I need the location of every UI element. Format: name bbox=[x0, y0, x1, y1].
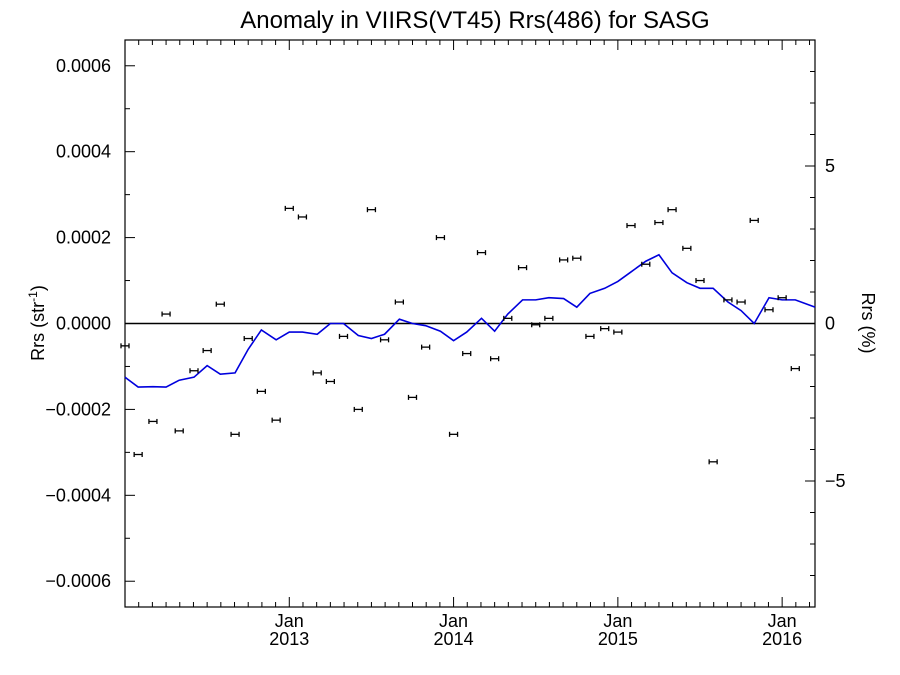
data-point bbox=[394, 299, 405, 305]
data-point bbox=[148, 418, 158, 424]
data-point bbox=[189, 368, 199, 374]
right-y-axis: 5 0 −5 bbox=[805, 71, 846, 576]
data-point bbox=[271, 417, 281, 423]
data-point bbox=[613, 329, 623, 335]
left-y-axis-label-main: Rrs (str bbox=[28, 302, 48, 361]
left-y-axis-label-end: ) bbox=[28, 285, 48, 291]
x-tick-label-year: 2013 bbox=[269, 629, 309, 649]
data-point bbox=[202, 348, 212, 354]
data-point bbox=[174, 428, 184, 434]
left-y-tick-label: 0.0006 bbox=[56, 56, 111, 76]
left-y-axis-label: Rrs (str-1) bbox=[26, 285, 48, 361]
data-point bbox=[531, 322, 541, 328]
data-point bbox=[723, 297, 733, 303]
data-point bbox=[667, 207, 677, 213]
x-tick-label-month: Jan bbox=[603, 611, 632, 631]
data-point bbox=[503, 315, 513, 321]
data-point bbox=[654, 220, 664, 226]
data-point bbox=[708, 459, 718, 465]
data-point bbox=[489, 356, 500, 362]
left-y-axis: 0.0006 0.0004 0.0002 0.0000 −0.0002 −0.0004 −0… bbox=[45, 56, 135, 591]
data-point bbox=[790, 366, 800, 372]
data-point bbox=[572, 255, 582, 261]
left-y-tick-label: 0.0002 bbox=[56, 228, 111, 248]
data-point bbox=[448, 431, 459, 437]
left-y-tick-label: 0.0000 bbox=[56, 314, 111, 334]
data-point bbox=[230, 431, 240, 437]
data-point bbox=[325, 378, 336, 384]
x-tick-label-year: 2014 bbox=[434, 629, 474, 649]
data-point bbox=[736, 299, 746, 305]
x-tick-label-year: 2016 bbox=[762, 629, 802, 649]
right-y-tick-label: 5 bbox=[825, 156, 835, 176]
data-point bbox=[420, 344, 431, 350]
data-point bbox=[120, 343, 130, 349]
data-point bbox=[379, 337, 390, 343]
data-point bbox=[161, 311, 171, 317]
data-point bbox=[243, 336, 253, 342]
data-point bbox=[312, 370, 322, 376]
scatter-points bbox=[120, 205, 800, 465]
right-y-tick-label: 0 bbox=[825, 314, 835, 334]
data-point bbox=[338, 333, 349, 339]
left-y-tick-label: −0.0006 bbox=[45, 571, 111, 591]
data-point bbox=[626, 223, 636, 229]
left-y-tick-label: −0.0004 bbox=[45, 485, 111, 505]
x-tick-label-month: Jan bbox=[439, 611, 468, 631]
left-y-tick-label: 0.0004 bbox=[56, 142, 111, 162]
data-point bbox=[558, 257, 569, 263]
data-point bbox=[366, 207, 377, 213]
data-point bbox=[297, 214, 308, 220]
left-y-tick-label: −0.0002 bbox=[45, 399, 111, 419]
right-y-axis-label: Rrs (%) bbox=[858, 293, 878, 354]
data-point bbox=[585, 333, 595, 339]
data-point bbox=[476, 250, 487, 256]
data-point bbox=[517, 265, 528, 271]
data-point bbox=[600, 326, 610, 332]
data-point bbox=[544, 315, 554, 321]
data-point bbox=[284, 205, 294, 211]
data-point bbox=[695, 278, 705, 284]
data-point bbox=[749, 217, 759, 223]
data-point bbox=[435, 235, 446, 241]
x-tick-label-month: Jan bbox=[768, 611, 797, 631]
data-point bbox=[777, 295, 787, 301]
data-point bbox=[353, 406, 363, 412]
data-point bbox=[407, 394, 418, 400]
data-point bbox=[641, 261, 651, 267]
right-y-tick-label: −5 bbox=[825, 471, 846, 491]
data-point bbox=[764, 307, 774, 313]
chart-title: Anomaly in VIIRS(VT45) Rrs(486) for SASG bbox=[240, 7, 709, 34]
data-point bbox=[256, 388, 267, 394]
left-y-axis-label-superscript: -1 bbox=[26, 291, 40, 302]
x-tick-label-month: Jan bbox=[275, 611, 304, 631]
data-point bbox=[215, 301, 225, 307]
data-point bbox=[462, 351, 472, 357]
trend-line bbox=[124, 253, 816, 388]
data-point bbox=[682, 245, 692, 251]
data-point bbox=[133, 452, 143, 458]
x-tick-label-year: 2015 bbox=[598, 629, 638, 649]
